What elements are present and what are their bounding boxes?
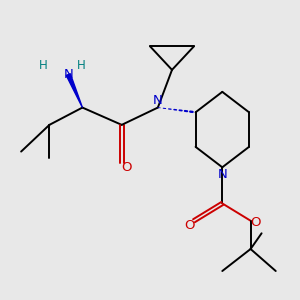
Polygon shape (66, 74, 82, 108)
Text: O: O (250, 216, 260, 229)
Text: N: N (218, 168, 227, 181)
Text: O: O (184, 219, 194, 232)
Text: H: H (76, 59, 85, 72)
Text: H: H (39, 59, 47, 72)
Text: N: N (63, 68, 73, 81)
Text: N: N (153, 94, 163, 107)
Text: O: O (121, 161, 132, 174)
